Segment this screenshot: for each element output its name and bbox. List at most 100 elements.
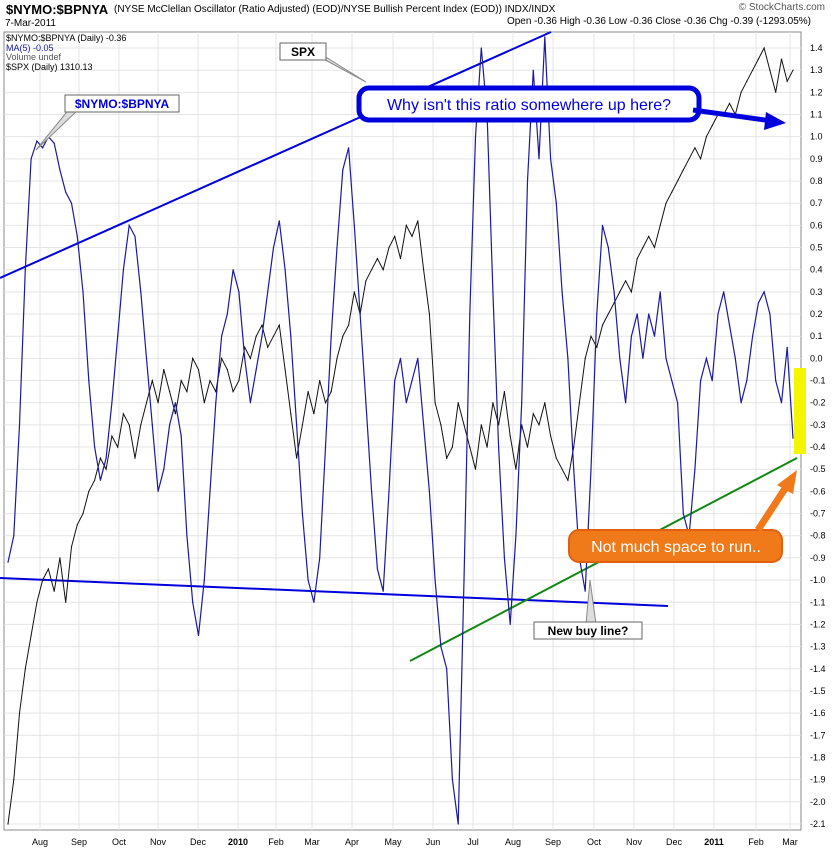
- spx-data-point: [122, 413, 124, 415]
- y-tick-label: 0.6: [810, 220, 823, 230]
- ratio-data-point: [238, 291, 240, 293]
- ratio-data-point: [544, 36, 546, 38]
- spx-data-point: [180, 380, 182, 382]
- ratio-data-point: [186, 535, 188, 537]
- ratio-data-point: [249, 402, 251, 404]
- ratio-data-point: [775, 380, 777, 382]
- y-axis-ticks: 1.4 1.3 1.2 1.1 1.0 0.9 0.8 0.7 0.6 0.5 0.4 0.3 0.2 0…: [810, 43, 826, 829]
- ratio-data-point: [711, 380, 713, 382]
- spx-data-point: [197, 368, 200, 371]
- spx-data-point: [503, 391, 505, 393]
- y-tick-label: 1.2: [810, 87, 823, 97]
- ratio-data-point: [157, 490, 159, 492]
- buy-line-callout: New buy line?: [533, 579, 643, 640]
- ratio-data-point: [13, 535, 15, 537]
- ratio-data-point: [492, 291, 494, 293]
- ratio-data-point: [532, 69, 534, 71]
- spx-data-point: [105, 468, 107, 470]
- ratio-data-point: [538, 158, 540, 160]
- x-tick-label: Oct: [112, 837, 127, 847]
- ratio-data-point: [526, 180, 529, 182]
- spx-data-point: [36, 601, 38, 603]
- y-tick-label: 0.8: [810, 176, 823, 186]
- ratio-data-point: [59, 169, 61, 171]
- spx-data-point: [705, 136, 708, 138]
- spx-data-point: [394, 235, 396, 237]
- spx-data-point: [648, 235, 650, 237]
- buy-line-callout-label: New buy line?: [548, 624, 629, 638]
- ratio-data-point: [440, 646, 442, 648]
- highlight-band: [794, 368, 806, 454]
- spx-data-point: [215, 391, 217, 393]
- ratio-data-point: [463, 579, 465, 581]
- ratio-data-point: [601, 224, 604, 226]
- spx-data-point: [261, 324, 263, 326]
- spx-callout-label: SPX: [291, 45, 315, 59]
- ratio-data-point: [24, 269, 26, 271]
- ratio-data-point: [180, 435, 182, 437]
- ratio-data-point: [336, 246, 338, 249]
- y-tick-label: -0.6: [810, 486, 826, 496]
- y-tick-label: -1.9: [810, 775, 826, 785]
- ratio-data-point: [371, 490, 373, 492]
- y-tick-label: 0.2: [810, 309, 823, 319]
- y-tick-label: -1.0: [810, 575, 826, 585]
- ratio-data-point: [717, 313, 719, 315]
- ratio-data-point: [423, 424, 425, 426]
- spx-data-point: [625, 280, 627, 282]
- spx-data-point: [117, 446, 119, 448]
- legend-main: $NYMO:$BPNYA (Daily) -0.36: [6, 33, 127, 43]
- ratio-data-point: [625, 402, 627, 404]
- ratio-callout: $NYMO:$BPNYA: [35, 94, 180, 151]
- ratio-data-point: [584, 590, 586, 592]
- spx-data-point: [249, 357, 251, 359]
- chart-description: (NYSE McClellan Oscillator (Ratio Adjust…: [114, 4, 556, 15]
- spx-data-point: [509, 435, 511, 437]
- x-tick-label: 2011: [704, 837, 724, 847]
- spx-data-point: [573, 446, 575, 448]
- ratio-data-point: [324, 446, 327, 448]
- spx-data-point: [348, 324, 350, 326]
- spx-data-point: [157, 402, 159, 404]
- y-tick-label: 0.4: [810, 265, 823, 275]
- plot-area: [3, 31, 802, 831]
- x-tick-label: Sep: [71, 837, 87, 847]
- ratio-data-point: [42, 147, 44, 149]
- ratio-data-point: [174, 402, 176, 404]
- spx-data-point: [53, 590, 55, 592]
- ratio-data-point: [221, 335, 223, 337]
- spx-data-point: [244, 346, 246, 348]
- spx-data-point: [365, 280, 367, 282]
- ratio-data-point: [192, 601, 194, 603]
- ratio-data-point: [290, 335, 292, 337]
- ratio-data-point: [746, 380, 748, 382]
- chart-symbol: $NYMO:$BPNYA: [6, 2, 109, 17]
- legend-ma: MA(5) -0.05: [6, 43, 54, 53]
- ratio-data-point: [244, 357, 246, 359]
- spx-data-point: [284, 368, 286, 371]
- spx-data-point: [342, 335, 344, 337]
- ratio-data-point: [353, 224, 355, 226]
- spx-data-point: [371, 269, 373, 271]
- ratio-data-point: [399, 357, 402, 359]
- legend-volume: Volume undef: [6, 52, 62, 62]
- ratio-data-point: [734, 357, 736, 359]
- blue-upper-trendline: [0, 31, 552, 279]
- spx-data-point: [659, 224, 661, 226]
- ratio-data-point: [30, 158, 32, 160]
- ratio-data-point: [405, 402, 407, 404]
- ratio-data-point: [596, 313, 598, 315]
- spx-data-point: [255, 335, 257, 337]
- ratio-data-point: [474, 136, 477, 138]
- spx-data-point: [111, 435, 113, 437]
- spx-data-point: [13, 779, 15, 781]
- orange-arrow-head: [777, 470, 797, 494]
- spx-data-point: [238, 380, 240, 382]
- ratio-data-point: [145, 357, 148, 359]
- spx-data-point: [94, 479, 96, 481]
- x-tick-label: Jul: [467, 837, 479, 847]
- ratio-data-point: [417, 357, 419, 359]
- ratio-data-point: [382, 590, 384, 592]
- spx-data-point: [746, 80, 748, 82]
- ratio-data-point: [88, 380, 90, 382]
